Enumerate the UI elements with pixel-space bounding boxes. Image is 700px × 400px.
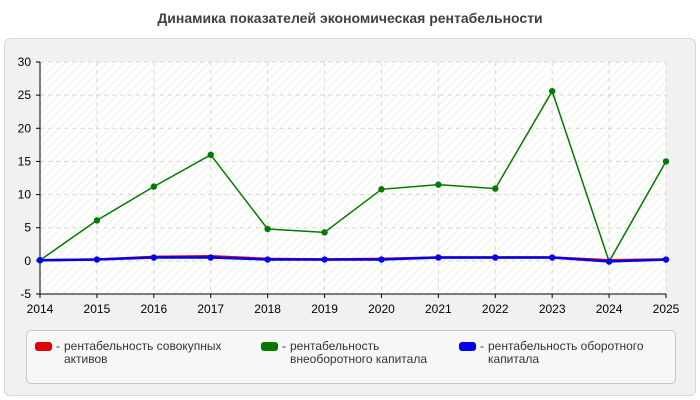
data-point-working-capital bbox=[93, 256, 101, 263]
data-point-fixed-capital bbox=[548, 87, 556, 95]
y-tick-label: 5 bbox=[24, 221, 31, 235]
x-tick-label: 2020 bbox=[368, 302, 395, 316]
y-tick-label: 15 bbox=[18, 154, 32, 168]
legend-dash: - bbox=[56, 339, 60, 353]
data-point-fixed-capital bbox=[264, 225, 271, 233]
legend-dash: - bbox=[480, 339, 484, 353]
chart-legend: - рентабельность совокупных активов - ре… bbox=[26, 330, 676, 384]
y-tick-label: 20 bbox=[18, 121, 32, 135]
series-line-working-capital bbox=[39, 256, 667, 263]
legend-label-working-capital: рентабельность оборотного капитала bbox=[488, 339, 644, 366]
chart-title: Динамика показателей экономическая рента… bbox=[157, 10, 543, 26]
series-line-fixed-capital bbox=[39, 89, 667, 264]
legend-swatch-total-assets bbox=[35, 342, 52, 351]
y-tick-label: 30 bbox=[18, 55, 32, 69]
plot-hatch bbox=[40, 62, 666, 294]
legend-item-fixed-capital: - рентабельность внеоборотного капитала bbox=[261, 340, 450, 366]
legend-item-working-capital: - рентабельность оборотного капитала bbox=[459, 340, 666, 366]
x-tick-label: 2022 bbox=[482, 302, 509, 316]
x-tick-label: 2018 bbox=[254, 302, 281, 316]
x-tick-label: 2023 bbox=[539, 302, 566, 316]
x-tick-label: 2017 bbox=[197, 302, 224, 316]
legend-label-total-assets: рентабельность совокупных активов bbox=[64, 339, 222, 366]
x-tick-label: 2025 bbox=[653, 302, 680, 316]
data-point-fixed-capital bbox=[150, 183, 158, 190]
data-point-fixed-capital bbox=[435, 181, 442, 188]
x-tick-label: 2014 bbox=[27, 302, 54, 316]
data-point-working-capital bbox=[207, 254, 214, 261]
data-point-fixed-capital bbox=[321, 229, 328, 236]
x-tick-label: 2021 bbox=[425, 302, 452, 316]
legend-label-fixed-capital: рентабельность внеоборотного капитала bbox=[290, 339, 427, 366]
data-point-working-capital bbox=[321, 256, 328, 263]
y-tick-label: -5 bbox=[20, 287, 31, 301]
data-point-fixed-capital bbox=[93, 217, 101, 224]
data-point-fixed-capital bbox=[662, 158, 670, 165]
y-tick-label: 25 bbox=[18, 88, 32, 102]
data-point-working-capital bbox=[605, 258, 613, 265]
y-tick-label: 10 bbox=[18, 188, 32, 202]
legend-swatch-working-capital bbox=[459, 342, 476, 351]
x-tick-label: 2019 bbox=[311, 302, 338, 316]
data-point-fixed-capital bbox=[207, 151, 214, 158]
data-point-working-capital bbox=[378, 256, 385, 263]
data-point-working-capital bbox=[548, 254, 556, 261]
data-point-working-capital bbox=[662, 256, 670, 263]
legend-dash: - bbox=[282, 339, 286, 353]
x-tick-label: 2015 bbox=[84, 302, 111, 316]
data-point-working-capital bbox=[36, 256, 44, 264]
data-point-fixed-capital bbox=[492, 185, 499, 192]
legend-swatch-fixed-capital bbox=[261, 342, 278, 351]
x-tick-label: 2024 bbox=[596, 302, 623, 316]
data-point-working-capital bbox=[150, 254, 158, 261]
data-point-working-capital bbox=[492, 254, 499, 261]
y-tick-label: 0 bbox=[24, 254, 31, 268]
data-point-working-capital bbox=[435, 254, 442, 261]
legend-item-total-assets: - рентабельность совокупных активов bbox=[35, 340, 242, 366]
data-point-working-capital bbox=[264, 256, 271, 263]
x-tick-label: 2016 bbox=[140, 302, 167, 316]
data-point-fixed-capital bbox=[378, 186, 385, 193]
